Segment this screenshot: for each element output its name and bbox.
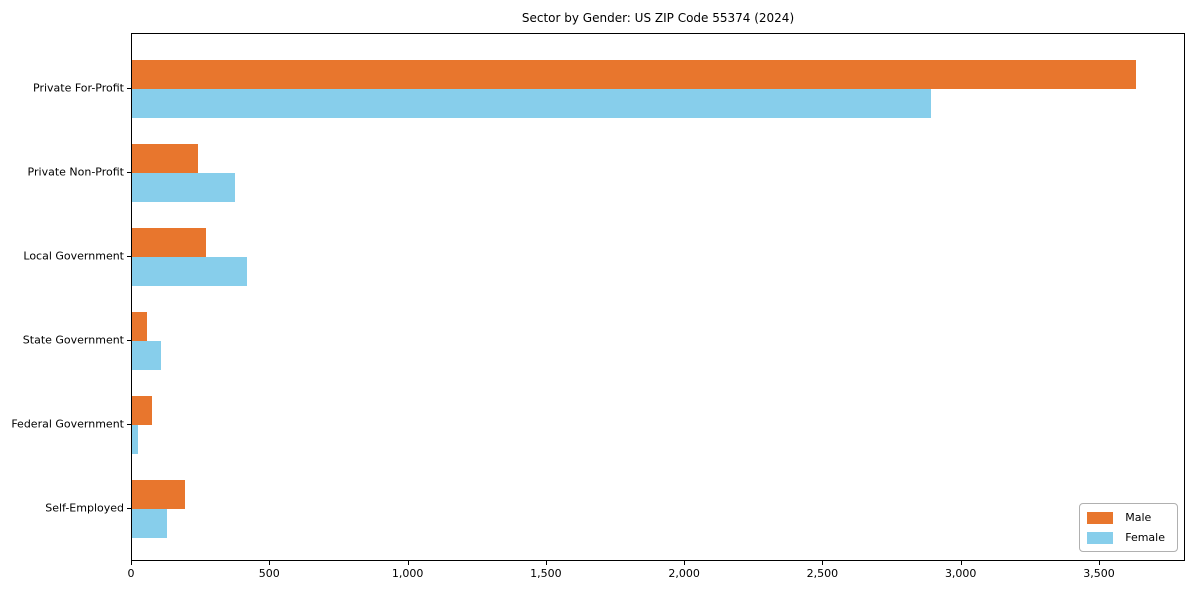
legend-label-male: Male: [1125, 511, 1152, 524]
x-axis-tick-label: 3,500: [1083, 567, 1115, 580]
chart-title: Sector by Gender: US ZIP Code 55374 (202…: [521, 11, 795, 25]
y-axis-tick: [127, 423, 131, 425]
x-axis-tick: [1099, 561, 1100, 565]
bar-male-state-government: [132, 311, 147, 341]
x-axis-tick: [269, 561, 271, 565]
bar-female-self-employed: [132, 508, 168, 538]
x-axis-tick: [131, 561, 132, 565]
y-axis-tick: [127, 255, 131, 257]
bar-female-federal-government: [132, 424, 138, 454]
x-axis-tick: [407, 561, 409, 565]
y-axis-label-self-employed: Self-Employed: [45, 501, 124, 515]
x-axis-tick-label: 2,500: [806, 567, 839, 580]
x-axis-tick: [545, 561, 547, 565]
x-axis-tick-label: 2,000: [668, 567, 700, 580]
y-axis-labels: Private For-Profit Private Non-Profit Loca…: [0, 33, 124, 561]
plot-area: Male Female: [131, 33, 1185, 561]
legend-entry-female: Female: [1087, 531, 1165, 544]
y-axis-label-federal-government: Federal Government: [11, 417, 124, 431]
y-axis-tick: [127, 507, 131, 509]
x-axis-tick-label: 1,500: [530, 567, 562, 580]
x-axis-tick-label: 1,000: [391, 567, 424, 580]
bar-male-private-for-profit: [132, 59, 1136, 89]
y-axis-label-private-for-profit: Private For-Profit: [33, 81, 124, 95]
bar-male-local-government: [132, 227, 206, 257]
x-axis-tick-label: 3,000: [944, 567, 977, 580]
x-axis-tick-label: 0: [127, 567, 135, 580]
legend-label-female: Female: [1125, 531, 1165, 544]
bar-male-private-non-profit: [132, 143, 198, 173]
bar-female-state-government: [132, 340, 162, 370]
x-axis-tick: [684, 561, 686, 565]
y-axis-tick: [127, 339, 131, 341]
bar-female-local-government: [132, 256, 247, 286]
y-axis-tick: [127, 171, 131, 173]
x-axis-tick: [960, 561, 962, 565]
legend-swatch-male-icon: [1087, 511, 1114, 524]
y-axis-label-private-non-profit: Private Non-Profit: [27, 165, 124, 179]
y-axis-tick: [127, 87, 131, 89]
x-axis-tick: [822, 561, 824, 565]
y-axis-label-local-government: Local Government: [23, 249, 124, 263]
bar-female-private-for-profit: [132, 88, 932, 118]
y-axis-label-state-government: State Government: [22, 333, 124, 347]
legend-entry-male: Male: [1087, 511, 1165, 524]
bar-male-federal-government: [132, 395, 152, 425]
bar-male-self-employed: [132, 479, 185, 509]
x-axis-tick-label: 500: [258, 567, 280, 580]
bar-female-private-non-profit: [132, 172, 236, 202]
legend-swatch-female-icon: [1087, 531, 1114, 544]
legend: Male Female: [1079, 503, 1178, 552]
